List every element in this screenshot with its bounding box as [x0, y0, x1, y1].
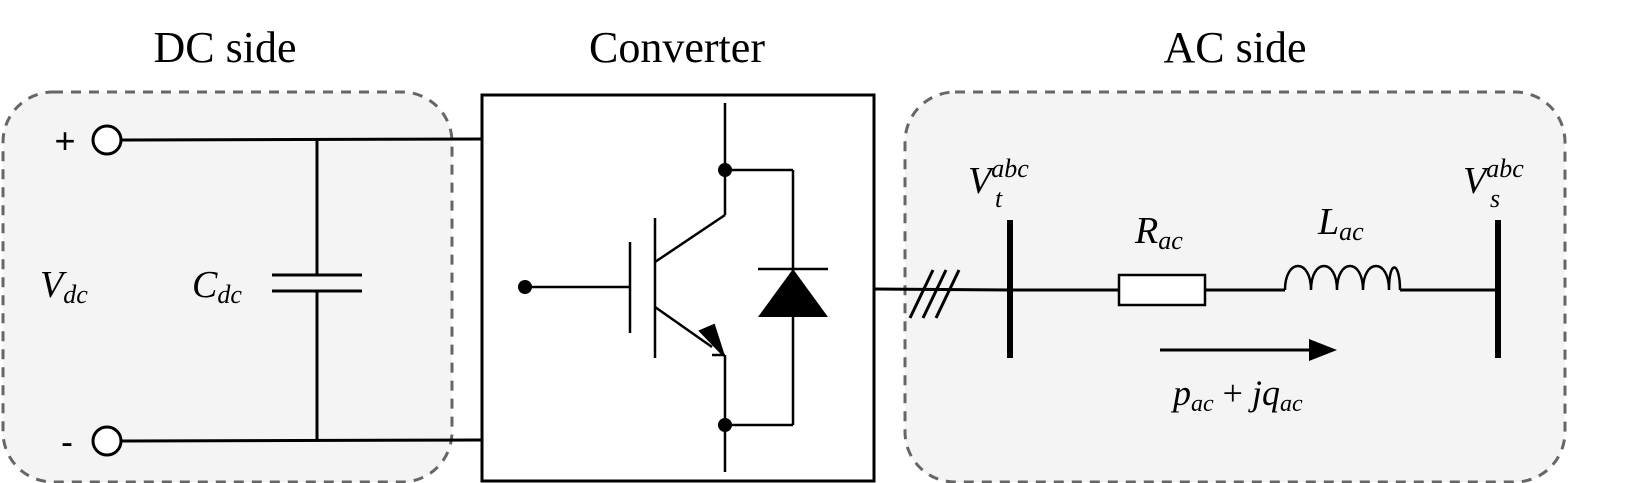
resistor-rac: [1117, 273, 1207, 307]
lac-label: Lac: [1317, 201, 1364, 246]
three-phase-slash-3: [934, 269, 961, 319]
gate-terminal: [518, 280, 532, 294]
three-phase-slash-1: [908, 269, 935, 319]
power-flow-arrowhead: [1309, 339, 1337, 361]
three-phase-slash-2: [921, 269, 948, 319]
ac-side-heading: AC side: [1164, 23, 1307, 72]
converter-heading: Converter: [589, 23, 765, 72]
plus-terminal: [91, 124, 123, 156]
dc-side-region: [1, 90, 454, 483]
plus-sign: +: [54, 120, 75, 161]
dc-negative-bus: [120, 438, 483, 443]
emitter-arrow: [698, 323, 725, 357]
vdc-label: Vdc: [40, 264, 88, 309]
cdc-label: Cdc: [192, 264, 242, 309]
dc-positive-bus: [120, 137, 483, 142]
inductor-lac: [1283, 264, 1402, 291]
minus-terminal: [91, 425, 123, 457]
collector-node: [718, 163, 732, 177]
power-flow-label: pac + jqac: [1170, 373, 1303, 417]
emitter-node: [718, 418, 732, 432]
dc-side-heading: DC side: [154, 23, 297, 72]
diode-triangle: [758, 269, 828, 317]
ac-wire-converter: [873, 287, 1011, 292]
collector-diagonal: [654, 213, 726, 264]
ac-circuit: [873, 220, 1501, 358]
rac-label: Rac: [1134, 210, 1183, 255]
emitter-diagonal: [654, 305, 713, 349]
vs-label: Vabc s: [1463, 154, 1524, 213]
dc-circuit: [91, 124, 483, 457]
ac-side-region: [903, 90, 1567, 483]
minus-sign: -: [61, 421, 73, 462]
vt-label: Vabc t: [968, 154, 1029, 213]
